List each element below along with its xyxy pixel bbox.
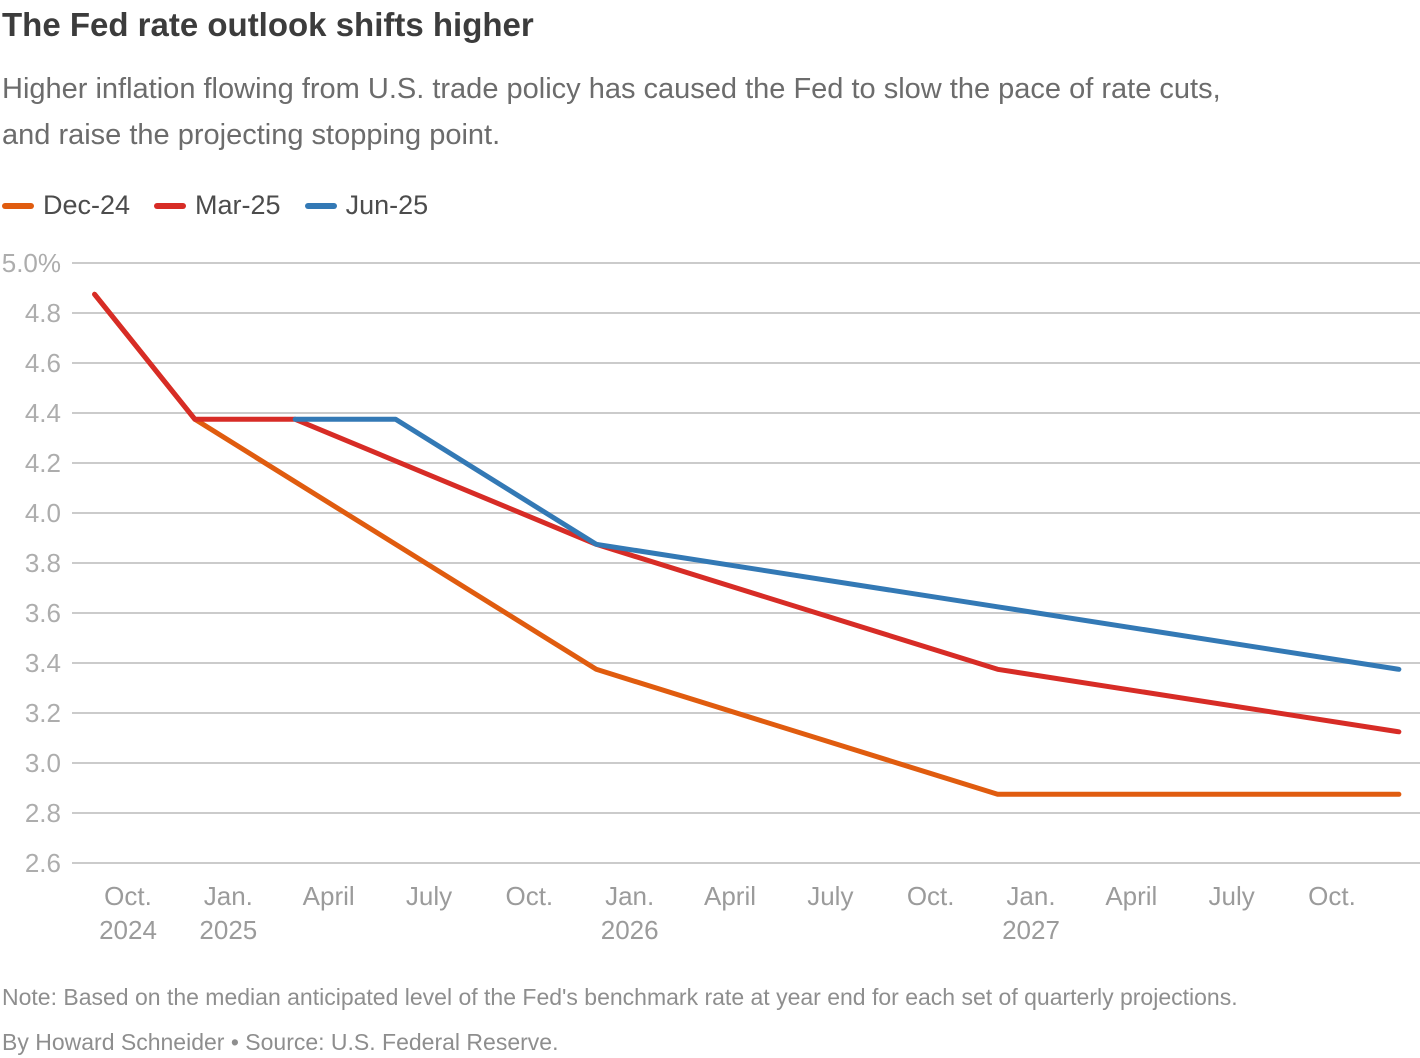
x-axis-label: Oct.: [907, 881, 955, 911]
y-axis-label: 5.0%: [2, 248, 61, 278]
legend-item-jun-25: Jun-25: [304, 190, 429, 221]
series-line-dec-24: [92, 291, 1402, 797]
y-axis-label: 4.2: [25, 448, 61, 478]
chart-byline: By Howard Schneider • Source: U.S. Feder…: [2, 1029, 559, 1055]
page-title: The Fed rate outlook shifts higher: [2, 6, 534, 43]
x-axis-year-label: 2026: [601, 915, 659, 945]
y-axis-label: 4.8: [25, 298, 61, 328]
legend-swatch-icon: [304, 202, 337, 209]
x-axis-label: Oct.: [1308, 881, 1356, 911]
y-axis-label: 3.2: [25, 698, 61, 728]
x-axis-year-label: 2024: [99, 915, 157, 945]
y-axis-label: 4.6: [25, 348, 61, 378]
x-axis-label: July: [1209, 881, 1255, 911]
legend-item-dec-24: Dec-24: [2, 190, 130, 221]
subtitle-line-2: and raise the projecting stopping point.: [2, 119, 501, 151]
legend-label: Dec-24: [43, 190, 131, 220]
series-line-mar-25: [92, 291, 1402, 735]
chart-subtitle: Higher inflation flowing from U.S. trade…: [2, 66, 1221, 158]
chart-note: Note: Based on the median anticipated le…: [2, 984, 1238, 1010]
legend-item-mar-25: Mar-25: [154, 190, 281, 221]
x-axis-label: Jan.: [204, 881, 253, 911]
y-axis-label: 2.8: [25, 798, 61, 828]
series-line-jun-25: [292, 416, 1402, 672]
x-axis-label: Jan.: [605, 881, 654, 911]
legend-label: Jun-25: [345, 190, 429, 220]
subtitle-line-1: Higher inflation flowing from U.S. trade…: [2, 73, 1221, 105]
legend-swatch-icon: [2, 202, 34, 209]
x-axis-year-label: 2025: [199, 915, 257, 945]
x-axis-year-label: 2027: [1002, 915, 1060, 945]
y-axis-label: 3.0: [25, 748, 61, 778]
y-axis-label: 4.4: [25, 398, 61, 428]
y-axis-label: 3.6: [25, 598, 61, 628]
y-axis-label: 3.4: [25, 648, 61, 678]
x-axis-label: July: [406, 881, 452, 911]
x-axis-label: April: [704, 881, 756, 911]
y-axis-label: 4.0: [25, 498, 61, 528]
y-axis-label: 2.6: [25, 848, 61, 878]
y-axis-label: 3.8: [25, 548, 61, 578]
legend-label: Mar-25: [195, 190, 281, 220]
x-axis-label: April: [1105, 881, 1157, 911]
x-axis-label: Oct.: [104, 881, 152, 911]
chart-legend: Dec-24 Mar-25 Jun-25: [2, 190, 452, 221]
legend-swatch-icon: [154, 202, 187, 209]
x-axis-label: July: [807, 881, 853, 911]
x-axis-label: Oct.: [505, 881, 553, 911]
x-axis-label: April: [303, 881, 355, 911]
x-axis-label: Jan.: [1006, 881, 1055, 911]
